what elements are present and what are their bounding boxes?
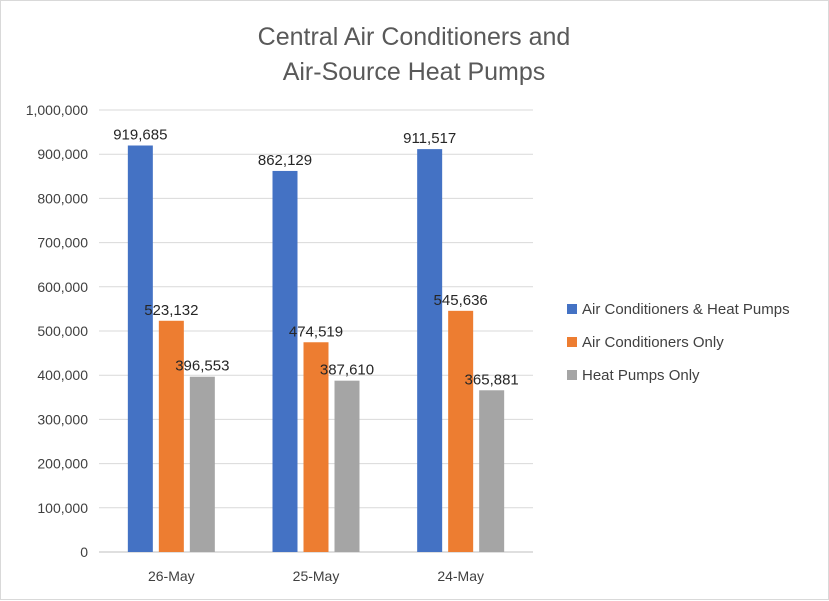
x-tick-label: 26-May <box>148 568 195 584</box>
legend-swatch <box>567 337 577 347</box>
data-label: 919,685 <box>113 126 167 143</box>
y-tick-label: 800,000 <box>37 190 88 206</box>
data-label: 862,129 <box>258 152 312 169</box>
legend-label: Air Conditioners Only <box>582 334 724 351</box>
data-labels: 919,685 523,132 396,553 862,129 474,519 387,6… <box>113 126 519 388</box>
data-label: 396,553 <box>175 358 229 375</box>
bars <box>127 145 505 553</box>
data-label: 545,636 <box>434 292 488 309</box>
x-tick-label: 25-May <box>293 568 340 584</box>
data-label: 523,132 <box>144 302 198 319</box>
bar <box>334 380 360 552</box>
data-label: 387,610 <box>320 362 374 379</box>
bar <box>272 170 298 553</box>
y-tick-label: 100,000 <box>37 500 88 516</box>
data-label: 365,881 <box>465 371 519 388</box>
y-tick-label: 1,000,000 <box>26 102 88 118</box>
bar <box>303 342 329 552</box>
chart-title: Central Air Conditioners and Air-Source … <box>258 23 571 86</box>
chart-title-line-1: Central Air Conditioners and <box>258 23 571 51</box>
bar <box>158 320 184 552</box>
bar <box>479 390 505 552</box>
bar <box>417 149 443 552</box>
y-tick-label: 200,000 <box>37 456 88 472</box>
x-tick-label: 24-May <box>437 568 484 584</box>
legend-label: Heat Pumps Only <box>582 367 700 384</box>
y-tick-label: 300,000 <box>37 411 88 427</box>
y-tick-label: 0 <box>80 544 88 560</box>
y-axis: 0 100,000 200,000 300,000 400,000 500,000 600,… <box>26 102 89 560</box>
y-tick-label: 400,000 <box>37 367 88 383</box>
legend-swatch <box>567 304 577 314</box>
bar <box>189 376 215 552</box>
x-axis: 26-May 25-May 24-May <box>148 568 484 584</box>
y-tick-label: 600,000 <box>37 279 88 295</box>
legend-label: Air Conditioners & Heat Pumps <box>582 301 790 318</box>
bar <box>448 310 474 552</box>
chart-title-line-2: Air-Source Heat Pumps <box>283 58 546 86</box>
bar <box>127 145 153 552</box>
legend-swatch <box>567 370 577 380</box>
legend: Air Conditioners & Heat Pumps Air Conditi… <box>567 301 790 384</box>
y-tick-label: 900,000 <box>37 146 88 162</box>
data-label: 474,519 <box>289 323 343 340</box>
data-label: 911,517 <box>403 130 456 147</box>
y-tick-label: 700,000 <box>37 235 88 251</box>
y-tick-label: 500,000 <box>37 323 88 339</box>
